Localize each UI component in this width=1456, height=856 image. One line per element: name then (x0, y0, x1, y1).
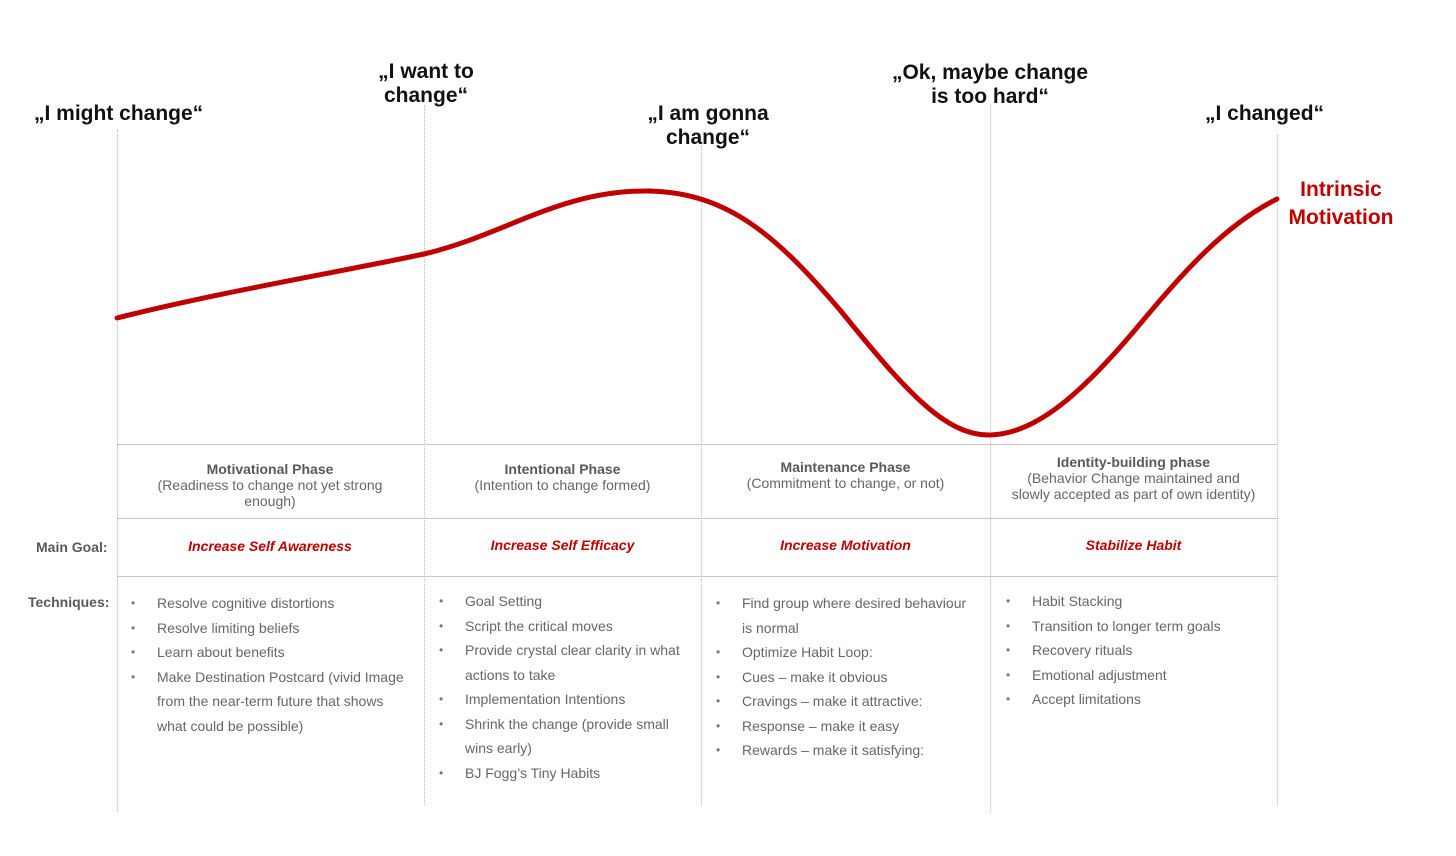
quote-too-hard-line-1: „Ok, maybe change (891, 61, 1089, 84)
divider-line-2 (424, 105, 425, 805)
quote-changed-text: „I changed“ (1205, 102, 1325, 125)
techniques-top-line (117, 576, 1277, 577)
phase-desc-line-1: (Behavior Change maintained and (1027, 470, 1240, 486)
quote-gonna-line-1: „I am gonna (647, 102, 769, 125)
phase-motivational: Motivational Phase (Readiness to change … (120, 461, 420, 509)
techniques-list-motivational: Resolve cognitive distortions Resolve li… (131, 591, 421, 738)
curve-label: Intrinsic Motivation (1282, 176, 1400, 232)
techniques-list-maintenance: Find group where desired behaviour is no… (716, 591, 988, 763)
phase-maintenance: Maintenance Phase (Commitment to change,… (703, 459, 988, 491)
phase-desc-line-1: (Intention to change formed) (474, 477, 651, 493)
quote-might-change-text: „I might change“ (34, 102, 204, 125)
techniques-list-intentional: Goal Setting Script the critical moves P… (439, 589, 699, 785)
phase-desc-line-2: slowly accepted as part of own identity) (1011, 486, 1256, 502)
phase-name: Motivational Phase (206, 461, 334, 477)
list-item: Implementation Intentions (439, 687, 699, 712)
list-item: BJ Fogg’s Tiny Habits (439, 761, 699, 786)
curve-path (114, 188, 1280, 438)
list-item: Learn about benefits (131, 640, 421, 665)
phase-desc-line-1: (Commitment to change, or not) (746, 475, 945, 491)
list-item: Find group where desired behaviour is no… (716, 591, 988, 640)
list-item: Cues – make it obvious (716, 665, 988, 690)
quote-might-change: „I might change“ (34, 102, 203, 126)
list-item: Make Destination Postcard (vivid Image f… (131, 665, 421, 739)
phase-intentional: Intentional Phase (Intention to change f… (426, 461, 699, 493)
divider-line-3 (701, 145, 702, 805)
goal-top-line (117, 518, 1277, 519)
phase-name: Maintenance Phase (780, 459, 911, 475)
goal-motivational: Increase Self Awareness (188, 538, 352, 554)
phase-name: Intentional Phase (504, 461, 621, 477)
list-item: Resolve limiting beliefs (131, 616, 421, 641)
quote-want-line-2: change“ (383, 84, 469, 107)
divider-line-5 (1277, 135, 1278, 805)
goal-identity: Stabilize Habit (1085, 537, 1182, 553)
quote-want-to-change: „I want to change“ (356, 60, 496, 108)
techniques-label: Techniques: (28, 594, 110, 610)
list-item: Provide crystal clear clarity in what ac… (439, 638, 699, 687)
goal-maintenance: Increase Motivation (780, 537, 911, 553)
main-goal-label: Main Goal: (36, 539, 108, 555)
divider-line-4 (990, 105, 991, 812)
phase-desc-line-1: (Readiness to change not yet strong (157, 477, 383, 493)
quote-too-hard-line-2: is too hard“ (931, 85, 1049, 108)
goal-intentional: Increase Self Efficacy (490, 537, 635, 553)
list-item: Accept limitations (1006, 687, 1274, 712)
divider-line-1 (117, 130, 118, 812)
phase-identity-building: Identity-building phase (Behavior Change… (992, 454, 1275, 502)
list-item: Recovery rituals (1006, 638, 1274, 663)
phase-desc-line-2: enough) (244, 493, 296, 509)
list-item: Optimize Habit Loop: (716, 640, 988, 665)
quote-want-line-1: „I want to (378, 60, 474, 83)
list-item: Emotional adjustment (1006, 663, 1274, 688)
quote-gonna-change: „I am gonna change“ (638, 102, 778, 150)
quote-gonna-line-2: change“ (665, 126, 751, 149)
list-item: Habit Stacking (1006, 589, 1274, 614)
list-item: Cravings – make it attractive: (716, 689, 988, 714)
list-item: Shrink the change (provide small wins ea… (439, 712, 699, 761)
quote-changed: „I changed“ (1205, 102, 1324, 126)
phase-name: Identity-building phase (1056, 454, 1211, 470)
list-item: Transition to longer term goals (1006, 614, 1274, 639)
list-item: Response – make it easy (716, 714, 988, 739)
quote-too-hard: „Ok, maybe change is too hard“ (880, 61, 1100, 109)
table-top-line (117, 444, 1277, 445)
list-item: Goal Setting (439, 589, 699, 614)
list-item: Rewards – make it satisfying: (716, 738, 988, 763)
techniques-list-identity: Habit Stacking Transition to longer term… (1006, 589, 1274, 712)
list-item: Resolve cognitive distortions (131, 591, 421, 616)
curve-label-line-2: Motivation (1288, 206, 1394, 229)
list-item: Script the critical moves (439, 614, 699, 639)
curve-label-line-1: Intrinsic (1300, 178, 1382, 201)
